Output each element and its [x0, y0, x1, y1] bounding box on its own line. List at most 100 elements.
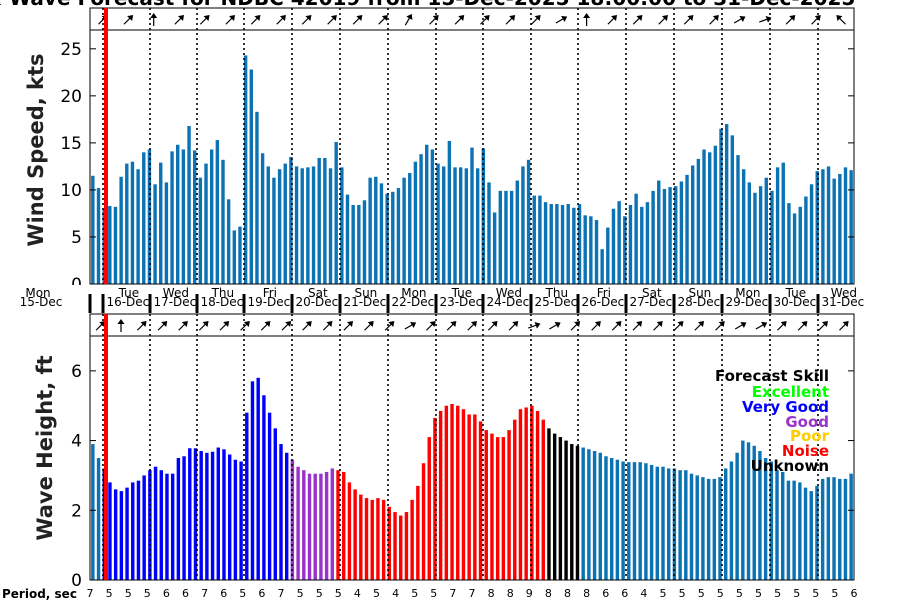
wind-bar	[323, 157, 327, 284]
wind-bar	[340, 167, 344, 284]
wave-bar	[513, 419, 517, 580]
wave-bar	[193, 448, 198, 580]
wind-bar	[719, 128, 723, 284]
wave-bar	[342, 471, 346, 580]
day-name-label: Mon	[25, 286, 50, 300]
period-value: 6	[163, 587, 170, 600]
wave-direction-arrow-icon	[528, 322, 541, 329]
wave-bar	[530, 405, 534, 580]
wind-bar	[470, 147, 474, 284]
wind-bar	[498, 190, 502, 284]
period-value: 6	[182, 587, 189, 600]
wind-bar	[385, 193, 389, 284]
wave-bar	[256, 377, 260, 580]
wave-direction-arrow-icon	[673, 321, 684, 331]
wind-direction-arrow-icon	[199, 15, 210, 25]
wind-bar	[487, 182, 491, 284]
period-value: 5	[335, 587, 342, 600]
wind-bar	[351, 204, 355, 284]
wave-bar	[370, 499, 374, 580]
wind-bar	[572, 207, 576, 284]
period-value: 5	[239, 587, 246, 600]
wave-direction-arrow-icon	[404, 321, 417, 330]
period-value: 5	[698, 587, 705, 600]
wind-bar	[164, 182, 169, 284]
wave-bar	[724, 468, 728, 580]
wave-bar	[262, 395, 266, 580]
wave-bar	[96, 458, 101, 580]
period-value: 5	[125, 587, 132, 600]
wave-bar	[763, 458, 768, 580]
wave-bar	[319, 473, 323, 580]
wave-bar	[809, 491, 813, 580]
wind-direction-arrow-icon	[276, 15, 286, 25]
wave-bar	[421, 463, 426, 580]
wave-direction-arrow-icon	[715, 321, 725, 331]
wave-direction-arrow-icon	[446, 321, 457, 331]
wave-direction-arrow-icon	[653, 321, 663, 331]
wind-bar	[311, 166, 316, 284]
period-value: 5	[831, 587, 838, 600]
wave-bar	[222, 449, 226, 580]
wave-bar	[376, 498, 380, 580]
wave-bar	[302, 470, 306, 580]
wave-bar	[798, 482, 802, 580]
wave-bar	[803, 487, 808, 580]
wave-bar	[609, 458, 614, 580]
wind-bar	[142, 152, 146, 284]
day-date-label: 16-Dec	[106, 295, 149, 309]
wave-direction-arrow-icon	[487, 321, 498, 331]
wind-bar	[549, 204, 553, 284]
wave-bar	[535, 410, 540, 580]
wind-direction-arrow-icon	[123, 15, 134, 25]
period-value: 6	[220, 587, 227, 600]
wind-bar	[475, 168, 480, 284]
wind-direction-arrow-icon	[250, 15, 261, 25]
period-value: 5	[660, 587, 667, 600]
wave-direction-arrow-icon	[343, 321, 354, 331]
wave-direction-arrow-icon	[467, 321, 477, 331]
wind-bar	[691, 165, 695, 284]
period-value: 9	[526, 587, 533, 600]
wind-direction-arrow-icon	[607, 15, 618, 25]
day-name-label: Sat	[642, 286, 662, 300]
day-name-label: Sat	[308, 286, 328, 300]
period-value: 5	[411, 587, 418, 600]
wave-bar	[581, 447, 585, 580]
wind-bar	[555, 204, 559, 284]
wave-direction-arrow-icon	[426, 321, 436, 331]
legend-poor: Poor	[790, 427, 830, 445]
day-name-label: Fri	[597, 286, 611, 300]
wave-height-panel: 0 2 4 6	[71, 313, 855, 591]
wave-bar	[438, 410, 443, 580]
legend-very-good: Very Good	[742, 398, 829, 416]
wind-bar	[764, 177, 768, 284]
day-date-label: 28-Dec	[677, 295, 720, 309]
wind-bar	[651, 190, 655, 284]
day-date-label: 19-Dec	[247, 295, 290, 309]
wind-bar	[430, 149, 435, 284]
wind-bar	[838, 173, 842, 284]
wind-bar	[362, 200, 367, 284]
period-value: 8	[564, 587, 571, 600]
wave-bar	[501, 437, 506, 580]
wave-bar	[182, 456, 186, 580]
wave-bar	[176, 458, 181, 580]
wave-bar	[564, 440, 568, 580]
wind-bar	[526, 159, 531, 284]
day-date-label: 23-Dec	[439, 295, 482, 309]
forecast-skill-legend: Forecast Skill Excellent Very Good Good …	[715, 367, 830, 475]
period-value: 8	[583, 587, 590, 600]
wind-direction-arrow-icon	[555, 15, 568, 24]
wave-bar	[444, 405, 449, 580]
wave-bar	[741, 440, 745, 580]
wave-bar	[324, 471, 329, 580]
wave-bar	[627, 462, 631, 580]
wave-bar	[353, 489, 357, 580]
wind-y-tick-label: 20	[60, 87, 82, 107]
wind-direction-arrow-icon	[454, 15, 465, 25]
wave-bar	[404, 512, 409, 580]
wind-bar	[357, 204, 361, 284]
wave-bar	[387, 506, 392, 580]
period-value: 4	[354, 587, 361, 600]
